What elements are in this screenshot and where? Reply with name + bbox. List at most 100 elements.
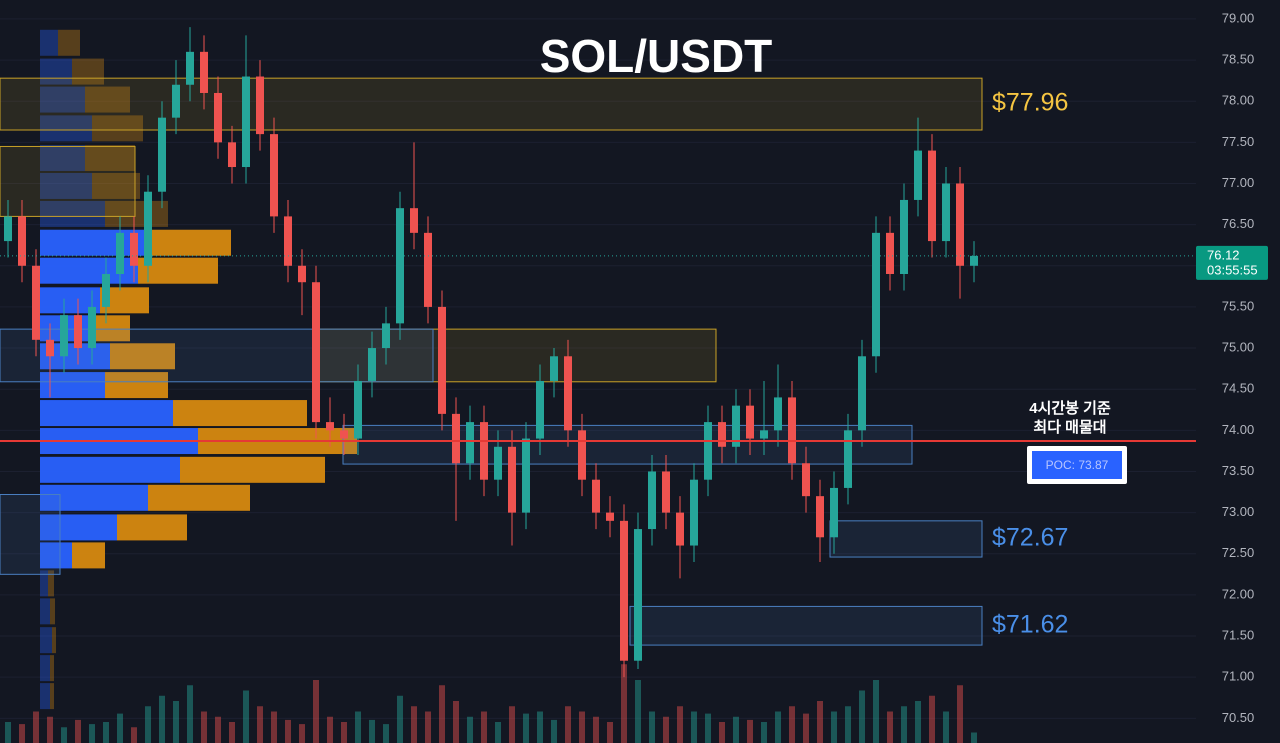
volume-bar	[579, 711, 585, 743]
profile-sell	[150, 229, 231, 256]
zone	[0, 145, 136, 217]
profile-sell	[85, 144, 135, 171]
y-tick-label: 70.50	[1222, 710, 1255, 725]
volume-bar	[19, 724, 25, 743]
candle-body	[298, 265, 306, 283]
zone	[0, 77, 983, 131]
y-tick-label: 78.50	[1222, 52, 1255, 67]
candle-body	[858, 356, 866, 431]
profile-buy	[40, 598, 50, 625]
annotation: 4시간봉 기준	[1029, 400, 1111, 417]
profile-buy	[40, 58, 72, 85]
zone-label: $71.62	[992, 610, 1068, 638]
volume-bar	[593, 716, 599, 743]
volume-bar	[285, 719, 291, 743]
profile-sell	[50, 598, 55, 625]
y-tick-label: 74.50	[1222, 381, 1255, 396]
candle-body	[480, 422, 488, 480]
zone	[829, 520, 983, 558]
profile-buy	[40, 86, 85, 113]
zone-label: $77.96	[992, 89, 1068, 117]
y-tick-label: 73.00	[1222, 504, 1255, 519]
profile-sell	[48, 570, 54, 597]
profile-sell	[117, 514, 187, 541]
volume-bar	[719, 722, 725, 743]
volume-bar	[565, 706, 571, 743]
volume-bar	[215, 716, 221, 743]
candle-body	[228, 142, 236, 168]
poc-inner	[1032, 451, 1122, 479]
candle-body	[144, 191, 152, 266]
profile-sell	[105, 200, 168, 227]
volume-bar	[453, 701, 459, 743]
profile-sell	[148, 484, 250, 511]
volume-bar	[943, 711, 949, 743]
candle-body	[340, 430, 348, 439]
candle-body	[312, 282, 320, 423]
volume-bar	[327, 716, 333, 743]
candle-body	[494, 446, 502, 480]
y-tick-label: 75.50	[1222, 298, 1255, 313]
volume-bar	[243, 690, 249, 743]
volume-bar	[439, 685, 445, 743]
volume-bar	[201, 711, 207, 743]
volume-bar	[117, 713, 123, 743]
candle-body	[438, 306, 446, 414]
candle-body	[886, 232, 894, 274]
candle-body	[760, 430, 768, 439]
candle-body	[88, 306, 96, 349]
volume-bar	[859, 690, 865, 743]
volume-bar	[705, 713, 711, 743]
candle-body	[564, 356, 572, 431]
candle-body	[592, 479, 600, 513]
candle-body	[270, 134, 278, 217]
zone-label: $72.67	[992, 524, 1068, 552]
candle-body	[718, 422, 726, 447]
candle-body	[746, 405, 754, 439]
volume-bar	[47, 716, 53, 743]
candle-body	[396, 208, 404, 324]
y-tick-label: 74.00	[1222, 422, 1255, 437]
volume-bar	[103, 722, 109, 743]
candle-body	[648, 471, 656, 530]
candle-body	[382, 323, 390, 349]
volume-bar	[523, 713, 529, 743]
profile-buy	[40, 115, 92, 142]
volume-bar	[677, 706, 683, 743]
candle-body	[242, 76, 250, 168]
profile-buy	[40, 514, 117, 541]
candle-body	[102, 273, 110, 307]
candle-body	[158, 117, 166, 192]
y-tick-label: 72.00	[1222, 586, 1255, 601]
candle-body	[956, 183, 964, 266]
profile-sell	[50, 655, 54, 682]
volume-bar	[635, 680, 641, 743]
volume-bar	[481, 711, 487, 743]
candle-body	[368, 348, 376, 381]
candle-body	[354, 380, 362, 439]
zone	[342, 424, 913, 465]
candle-body	[522, 438, 530, 513]
profile-buy	[40, 172, 92, 199]
volume-bar	[187, 685, 193, 743]
profile-buy	[40, 456, 180, 483]
candle-body	[788, 397, 796, 464]
candle-body	[424, 232, 432, 307]
candle-body	[550, 356, 558, 381]
profile-buy	[40, 484, 148, 511]
zone	[312, 328, 717, 383]
volume-bar	[789, 706, 795, 743]
zone	[0, 328, 434, 383]
candle-body	[536, 380, 544, 439]
candle-body	[620, 520, 628, 661]
profile-sell	[180, 456, 325, 483]
y-tick-label: 72.50	[1222, 545, 1255, 560]
candle-body	[116, 232, 124, 274]
profile-buy	[40, 372, 105, 399]
volume-bar	[383, 724, 389, 743]
profile-buy	[40, 542, 72, 569]
poc-label: POC: 73.87	[1046, 458, 1109, 472]
volume-bar	[845, 706, 851, 743]
profile-sell	[105, 372, 168, 399]
